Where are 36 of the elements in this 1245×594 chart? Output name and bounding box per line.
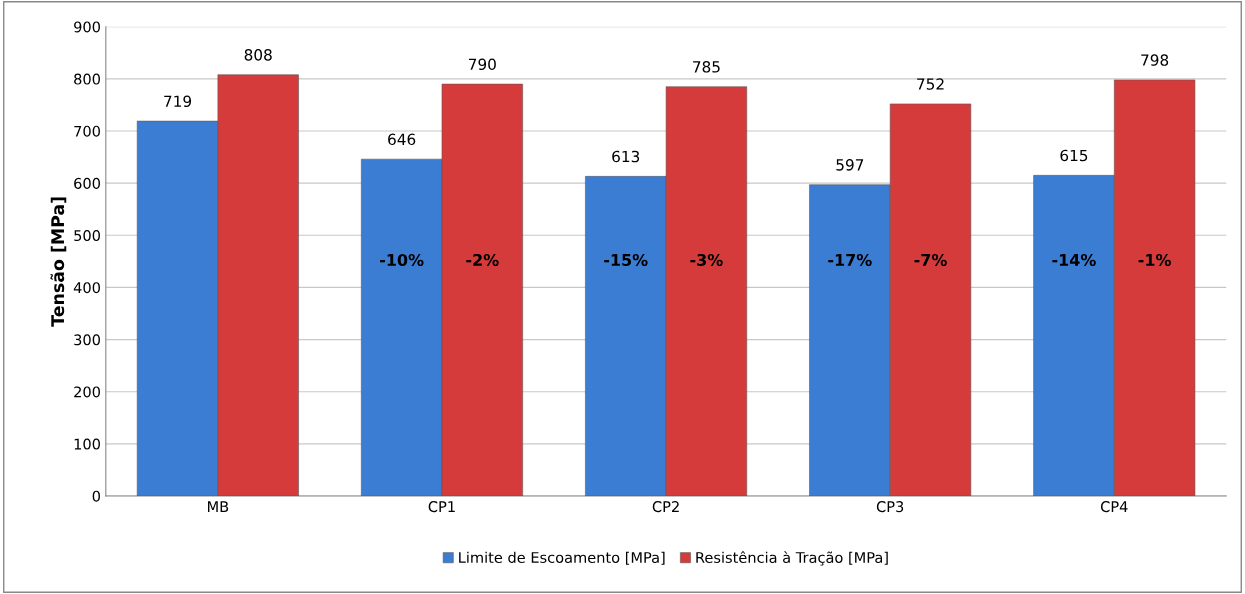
annotation: -3%: [690, 253, 723, 266]
data-label: 615: [1060, 149, 1088, 162]
y-tick-label: 100: [74, 438, 100, 450]
y-tick-label: 400: [73, 282, 100, 294]
annotation: -15%: [604, 253, 648, 266]
data-label: 752: [917, 78, 944, 90]
x-tick-label: CP3: [876, 501, 904, 513]
y-tick-label: 600: [74, 177, 100, 189]
y-tick-label: 0: [92, 490, 100, 502]
annotation: -2%: [466, 253, 499, 266]
y-tick-label: 900: [74, 21, 100, 33]
annotation: -1%: [1138, 253, 1171, 266]
data-label: 597: [836, 159, 864, 171]
y-axis-title: Tensão [MPa]: [50, 197, 67, 327]
y-tick-label: 300: [74, 334, 100, 346]
legend-label: Resistência à Tração [MPa]: [696, 551, 888, 566]
y-tick-label: 700: [74, 125, 100, 137]
x-tick-label: CP4: [1100, 501, 1128, 513]
annotation: -7%: [914, 253, 947, 266]
data-label: 613: [612, 150, 640, 163]
data-label: 646: [388, 133, 416, 146]
data-label: 719: [164, 95, 192, 108]
data-label: 798: [1141, 54, 1169, 66]
data-label: 808: [244, 49, 272, 61]
annotation: -14%: [1052, 253, 1096, 266]
x-tick-label: CP1: [428, 501, 455, 513]
data-label: 785: [693, 61, 720, 73]
annotation: -10%: [380, 253, 424, 266]
annotation: -17%: [828, 253, 872, 266]
legend-label: Limite de Escoamento [MPa]: [459, 551, 665, 565]
y-tick-label: 800: [74, 73, 100, 85]
x-tick-label: MB: [208, 501, 229, 512]
data-label: 790: [468, 58, 496, 71]
x-tick-label: CP2: [652, 501, 679, 513]
y-tick-label: 500: [74, 230, 100, 242]
y-tick-label: 200: [74, 386, 100, 398]
